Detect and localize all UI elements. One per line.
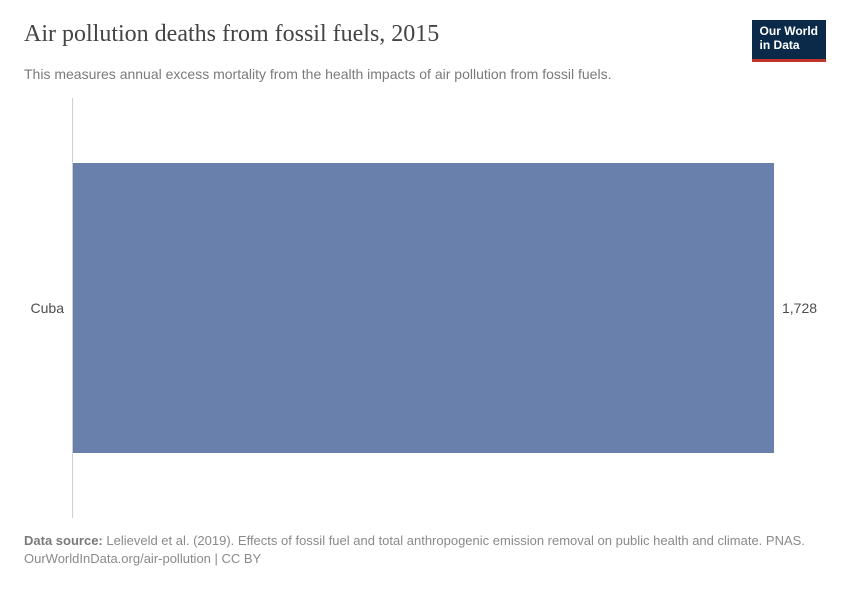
source-label: Data source: (24, 533, 103, 548)
source-text: Lelieveld et al. (2019). Effects of foss… (106, 533, 805, 548)
bar-value-label: 1,728 (782, 300, 817, 316)
footer-link-line: OurWorldInData.org/air-pollution | CC BY (24, 551, 261, 566)
logo-line2: in Data (760, 38, 800, 52)
chart-subtitle: This measures annual excess mortality fr… (24, 66, 826, 82)
chart-title: Air pollution deaths from fossil fuels, … (24, 20, 439, 49)
plot-column (72, 98, 774, 518)
bar-cuba (73, 163, 774, 453)
chart-footer: Data source: Lelieveld et al. (2019). Ef… (24, 532, 826, 570)
logo-line1: Our World (760, 24, 818, 38)
owid-logo: Our World in Data (752, 20, 826, 62)
bar-category-label: Cuba (31, 300, 64, 316)
chart-plot-area: Cuba 1,728 (24, 98, 826, 518)
